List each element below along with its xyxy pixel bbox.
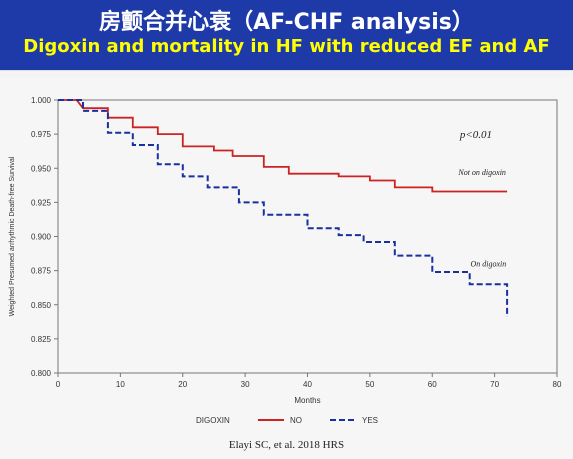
citation: Elayi SC, et al. 2018 HRS [228,439,345,451]
chart-panel: 0.800 0.825 0.850 0.875 0.900 0.925 0.950 0.975… [0,78,573,459]
y-tick-label: 0.875 [31,267,52,276]
y-tick-label: 0.825 [31,335,52,344]
chart-annotation: p<0.01 [459,129,492,141]
x-tick-label: 0 [56,380,61,389]
title-banner: 房颤合并心衰（AF-CHF analysis） Digoxin and mort… [0,0,573,70]
x-tick-label: 30 [241,380,250,389]
slide-subtitle: Digoxin and mortality in HF with reduced… [23,36,550,57]
legend-title: DIGOXIN [196,416,230,425]
x-tick-label: 80 [553,380,562,389]
y-tick-label: 0.800 [31,369,52,378]
legend-label-yes: YES [362,416,378,425]
survival-chart: 0.800 0.825 0.850 0.875 0.900 0.925 0.950 0.975… [9,96,562,425]
slide-title: 房颤合并心衰（AF-CHF analysis） [99,10,474,35]
banner-divider [0,70,573,71]
x-tick-label: 50 [365,380,374,389]
legend-label-no: NO [290,416,302,425]
y-tick-label: 0.850 [31,301,52,310]
x-tick-label: 20 [178,380,187,389]
x-axis-label: Months [294,396,320,405]
y-tick-label: 0.975 [31,130,52,139]
chart-annotation: Not on digoxin [457,168,506,177]
y-tick-label: 1.000 [31,96,52,105]
x-tick-label: 60 [428,380,437,389]
y-axis-label: Weighted Presumed arrhythmic Death-free … [9,156,16,316]
y-tick-label: 0.900 [31,233,52,242]
series-line-yes [58,99,509,317]
x-tick-label: 10 [116,380,125,389]
chart-annotation: On digoxin [470,260,506,269]
y-tick-label: 0.950 [31,164,52,173]
series-line-no [58,99,508,193]
x-tick-label: 40 [303,380,312,389]
x-tick-label: 70 [490,380,499,389]
y-tick-label: 0.925 [31,198,52,207]
